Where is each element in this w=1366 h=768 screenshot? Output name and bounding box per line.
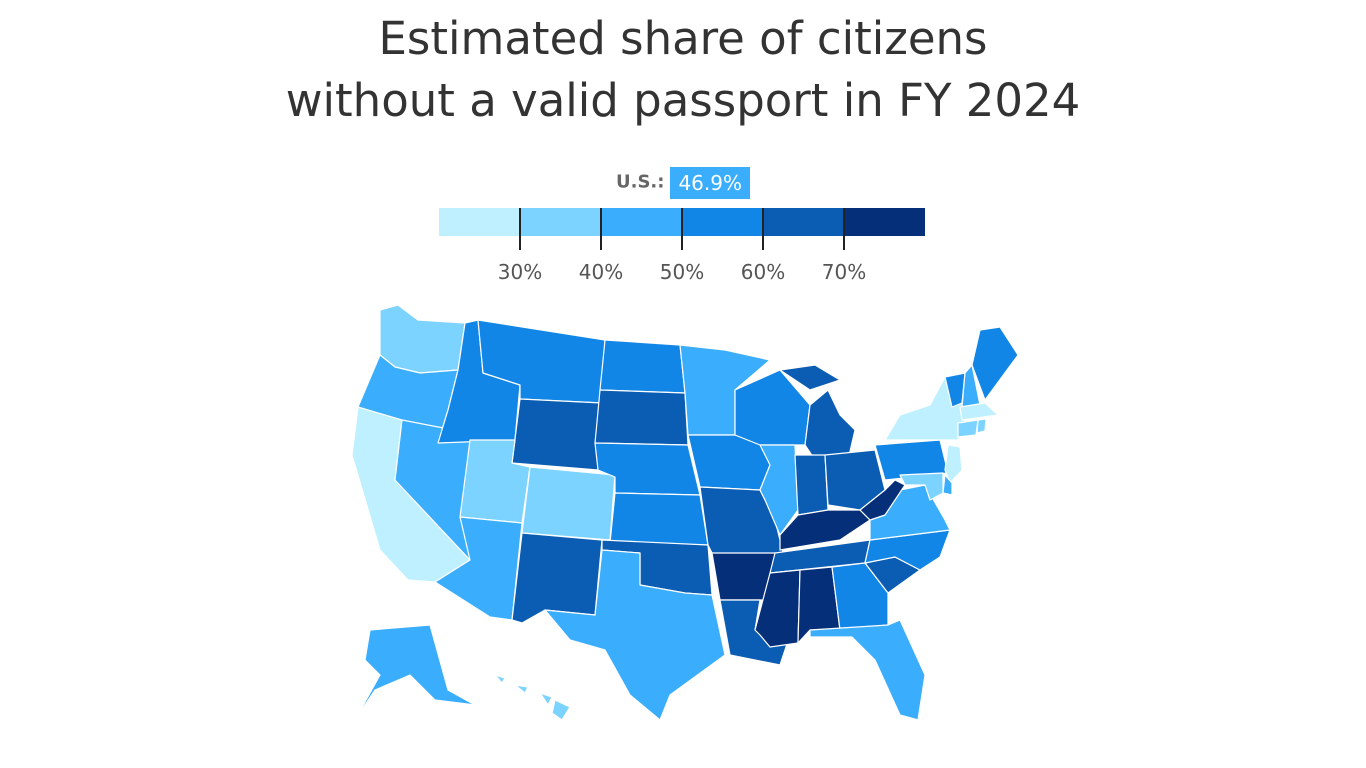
state-NM[interactable] (511, 532, 603, 624)
legend-tick-label-2: 50% (659, 260, 705, 284)
state-DE[interactable] (942, 474, 953, 496)
legend-swatch-3 (682, 208, 763, 236)
state-ND[interactable] (599, 339, 686, 394)
us-average-value: 46.9% (670, 166, 750, 199)
legend-tick-2 (681, 208, 683, 250)
state-CO[interactable] (521, 466, 616, 541)
state-FL[interactable] (809, 619, 926, 721)
state-CT[interactable] (957, 419, 979, 438)
state-GA[interactable] (831, 562, 889, 631)
legend-tick-label-4: 70% (821, 260, 867, 284)
legend-tick-3 (762, 208, 764, 250)
state-ME[interactable] (971, 326, 1019, 401)
legend-swatch-2 (601, 208, 682, 236)
chart-title-line-1: Estimated share of citizens (378, 12, 988, 65)
state-IN[interactable] (794, 454, 829, 516)
state-NJ[interactable] (944, 444, 963, 484)
us-state-map (351, 304, 1019, 721)
state-HI[interactable] (494, 674, 571, 721)
state-SD[interactable] (594, 389, 689, 446)
state-KS[interactable] (609, 492, 709, 546)
legend-tick-0 (519, 208, 521, 250)
legend-tick-4 (843, 208, 845, 250)
legend-swatch-1 (520, 208, 601, 236)
state-RI[interactable] (976, 418, 987, 434)
state-TX[interactable] (544, 549, 726, 721)
state-MD[interactable] (899, 472, 944, 501)
us-average-label: U.S.: (615, 171, 665, 193)
state-WA[interactable] (379, 304, 466, 374)
chart-title: Estimated share of citizens without a va… (0, 8, 1366, 132)
legend-tick-label-0: 30% (497, 260, 543, 284)
legend-tick-label-1: 40% (578, 260, 624, 284)
color-legend: 30% 40% 50% 60% 70% (439, 208, 925, 288)
legend-swatch-5 (844, 208, 925, 236)
us-average: U.S.: 46.9% (0, 165, 1366, 199)
legend-swatch-4 (763, 208, 844, 236)
legend-tick-1 (600, 208, 602, 250)
legend-swatch-0 (439, 208, 520, 236)
legend-tick-label-3: 60% (740, 260, 786, 284)
state-AK[interactable] (354, 624, 476, 721)
state-AZ[interactable] (434, 516, 523, 621)
chart-title-line-2: without a valid passport in FY 2024 (285, 74, 1081, 127)
state-MA[interactable] (959, 402, 999, 421)
state-WY[interactable] (511, 398, 603, 471)
legend-color-bar (439, 208, 925, 236)
